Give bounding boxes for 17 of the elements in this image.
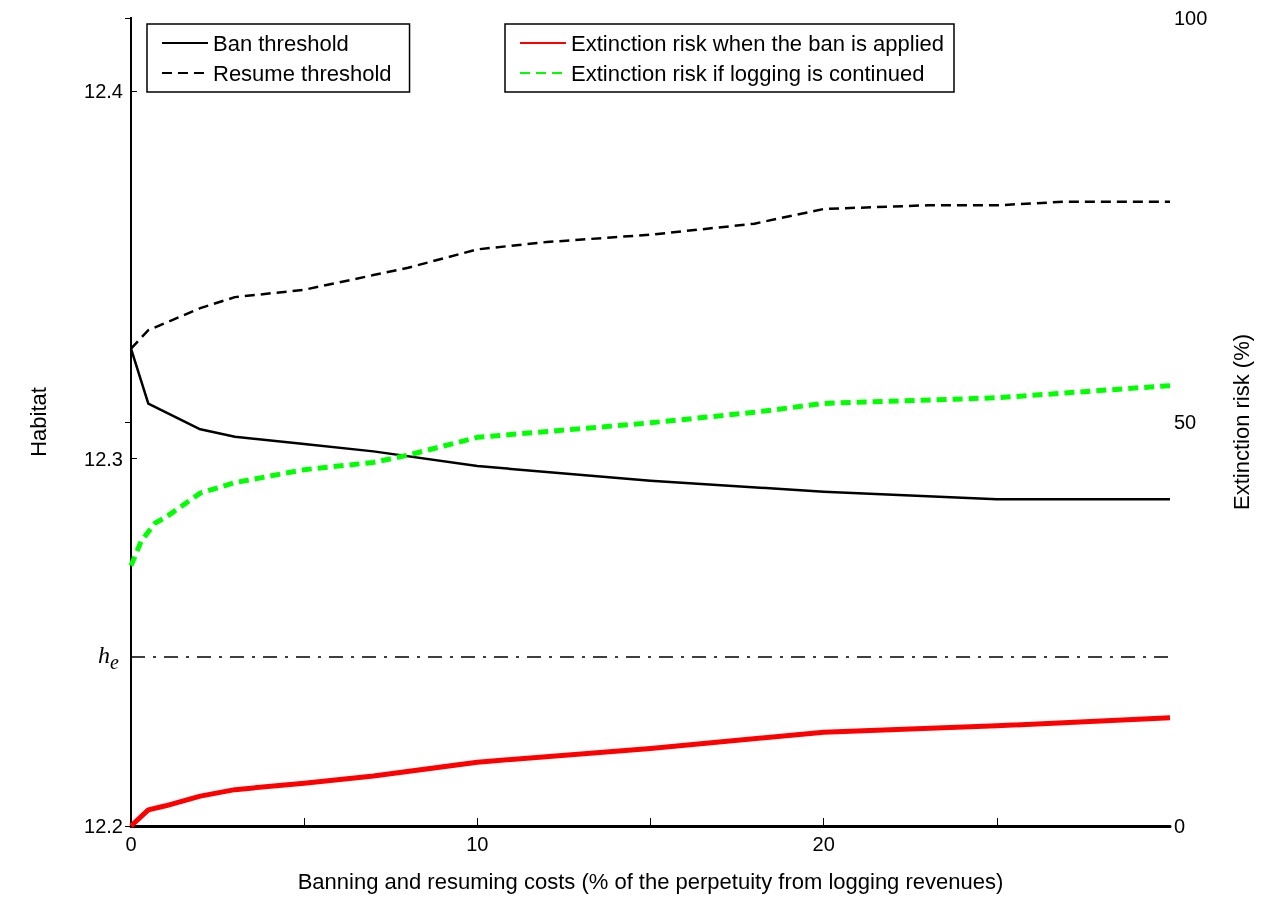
legend-label: Resume threshold [213, 60, 392, 86]
y2-tick-label: 50 [1174, 411, 1197, 433]
legend-label: Extinction risk if logging is continued [571, 60, 925, 86]
y2-tick-label: 100 [1174, 7, 1208, 29]
x-tick-label: 10 [466, 833, 489, 855]
legend-label: Ban threshold [213, 30, 349, 56]
y2-tick-label: 0 [1174, 815, 1186, 837]
y2-axis-title: Extinction risk (%) [1228, 333, 1254, 511]
y-axis-title: Habitat [25, 387, 51, 457]
legend-label: Extinction risk when the ban is applied [571, 30, 944, 56]
x-axis-title: Banning and resuming costs (% of the perpetuity from logging revenues) [297, 868, 1004, 894]
x-tick-label: 0 [125, 833, 137, 855]
ref-line-label: h$_{e}$ [98, 642, 119, 674]
x-tick-label: 20 [812, 833, 835, 855]
y-tick-label: 12.3 [84, 447, 123, 470]
y-tick-label: 12.4 [84, 80, 123, 103]
y-tick-label: 12.2 [84, 815, 123, 837]
